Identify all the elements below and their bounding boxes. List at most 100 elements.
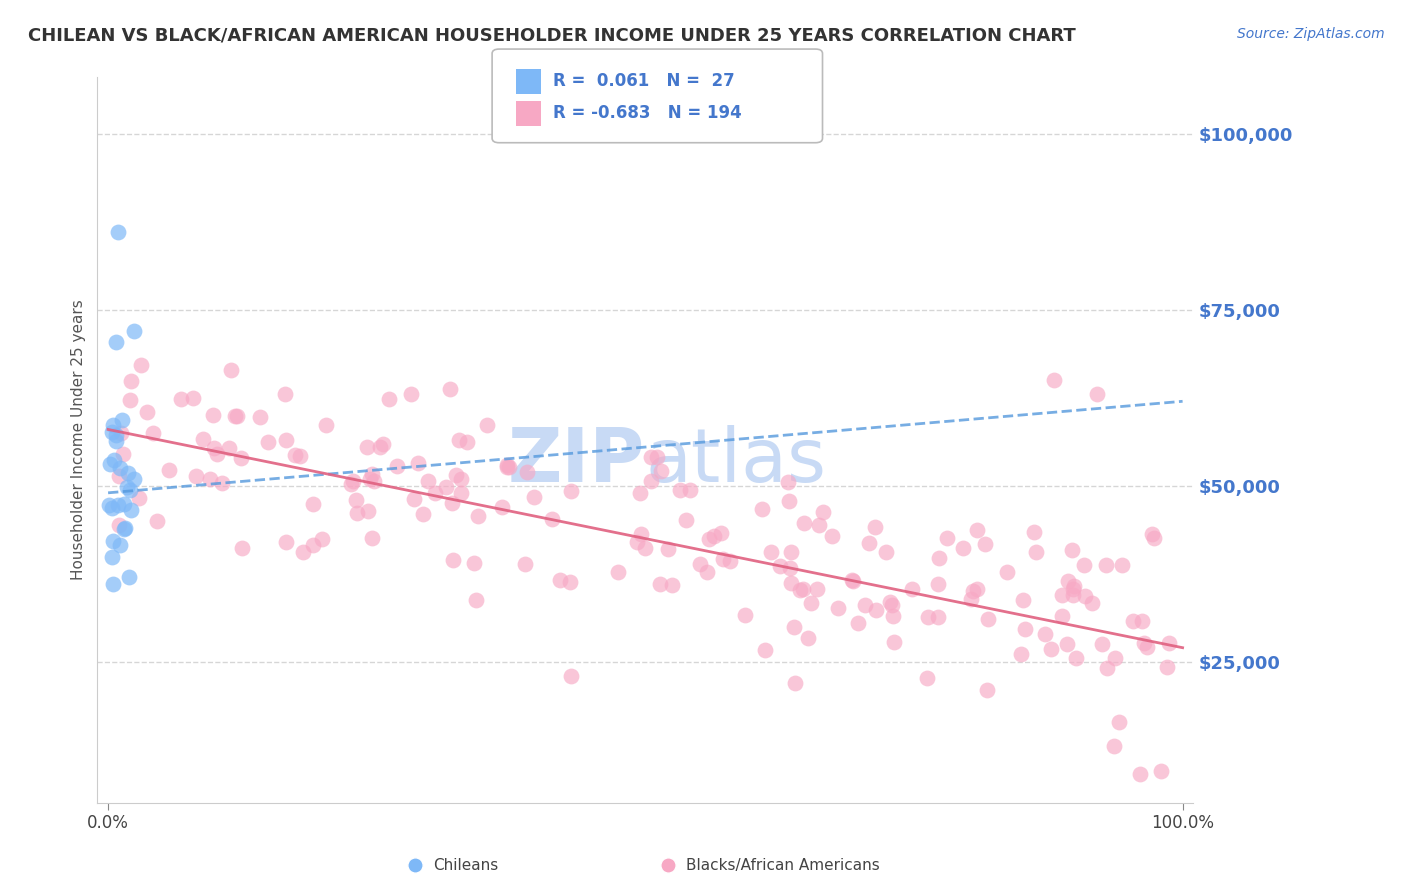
Point (274, 535, 297, 549)
Point (1060, 542, 1083, 557)
Point (107, 498, 129, 512)
Point (423, 486, 446, 500)
Point (434, 480, 457, 494)
Point (928, 551, 950, 566)
Point (657, 542, 679, 557)
Point (371, 436, 394, 450)
Point (858, 535, 880, 549)
Point (112, 497, 135, 511)
Point (640, 450, 662, 464)
Point (640, 474, 662, 488)
Point (1132, 614, 1154, 628)
Point (806, 582, 828, 596)
Point (401, 387, 423, 401)
Point (793, 516, 815, 531)
Point (846, 615, 869, 630)
Point (136, 405, 159, 419)
Point (311, 533, 333, 547)
Point (711, 552, 734, 566)
Point (447, 433, 470, 447)
Point (101, 549, 124, 564)
Point (1040, 642, 1063, 657)
Point (779, 494, 801, 508)
Y-axis label: Householder Income Under 25 years: Householder Income Under 25 years (72, 300, 86, 581)
Point (628, 485, 651, 500)
Point (120, 503, 142, 517)
Point (696, 565, 718, 579)
Text: Chileans: Chileans (433, 858, 498, 872)
Point (821, 529, 844, 543)
Text: ZIP: ZIP (508, 425, 645, 499)
Point (1108, 715, 1130, 730)
Point (661, 578, 683, 592)
Point (917, 610, 939, 624)
Point (103, 577, 125, 591)
Point (385, 459, 408, 474)
Point (779, 544, 801, 558)
Point (827, 601, 849, 615)
Point (1104, 739, 1126, 753)
Point (880, 598, 903, 612)
Point (1062, 582, 1084, 596)
Point (406, 456, 429, 470)
Point (439, 383, 461, 397)
Point (97, 498, 120, 512)
Point (778, 475, 800, 490)
Point (668, 483, 690, 498)
Point (1022, 524, 1045, 539)
Point (560, 669, 582, 683)
Point (1012, 592, 1035, 607)
Point (291, 545, 314, 559)
Point (104, 428, 127, 442)
Point (226, 409, 249, 423)
Point (112, 522, 135, 536)
Point (456, 434, 478, 449)
Point (103, 452, 125, 467)
Point (759, 545, 782, 559)
Point (465, 592, 488, 607)
Point (274, 386, 297, 401)
Point (915, 671, 938, 685)
Point (418, 474, 440, 488)
Point (146, 514, 169, 528)
Point (1122, 614, 1144, 628)
Point (231, 451, 253, 466)
Text: atlas: atlas (645, 425, 827, 499)
Point (359, 472, 381, 486)
Point (110, 425, 132, 440)
Point (974, 537, 997, 551)
Point (302, 497, 325, 511)
Point (1085, 387, 1108, 401)
Point (443, 553, 465, 567)
Point (495, 458, 517, 473)
Point (1010, 647, 1032, 661)
Point (101, 417, 124, 432)
Point (201, 409, 224, 423)
Point (900, 582, 922, 596)
Point (797, 631, 820, 645)
Point (541, 512, 564, 526)
Point (966, 582, 988, 596)
Point (1073, 558, 1095, 573)
Point (976, 683, 998, 698)
Point (626, 534, 648, 549)
Point (211, 475, 233, 490)
Point (463, 557, 485, 571)
Point (853, 598, 876, 612)
Point (170, 392, 193, 406)
Point (184, 469, 207, 483)
Point (446, 467, 468, 482)
Point (193, 433, 215, 447)
Point (792, 582, 814, 597)
Point (104, 434, 127, 448)
Text: Source: ZipAtlas.com: Source: ZipAtlas.com (1237, 27, 1385, 41)
Point (927, 577, 949, 591)
Point (841, 573, 863, 587)
Point (1150, 764, 1173, 778)
Point (779, 561, 801, 575)
Point (783, 620, 806, 634)
Point (129, 358, 152, 372)
Point (115, 480, 138, 494)
Point (105, 334, 128, 349)
Point (1091, 637, 1114, 651)
